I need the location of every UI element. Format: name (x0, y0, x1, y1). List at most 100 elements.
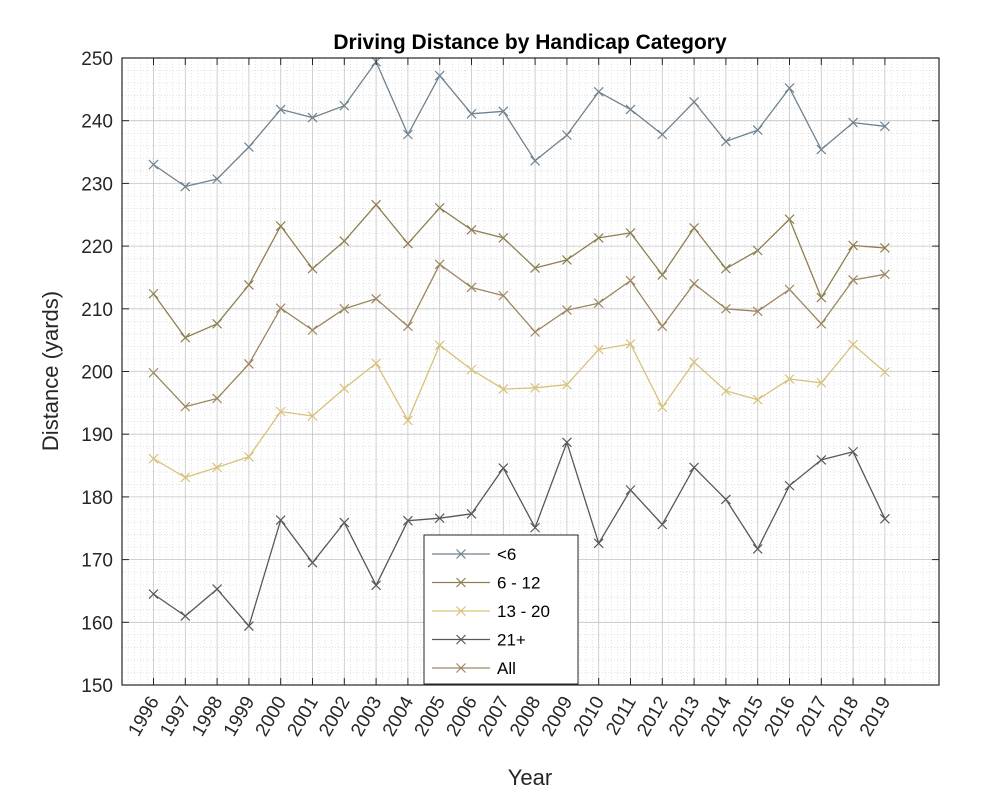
data-point-marker (275, 406, 286, 417)
data-point-marker (689, 96, 700, 107)
y-tick-label: 170 (81, 551, 113, 572)
data-point-marker (752, 306, 763, 317)
y-tick-label: 210 (81, 300, 113, 321)
data-point-marker (498, 290, 509, 301)
data-point-marker (530, 263, 541, 273)
data-point-marker (879, 367, 890, 378)
series-group (148, 56, 890, 192)
data-point-marker (434, 259, 445, 270)
data-point-marker (879, 121, 890, 132)
series-line (152, 204, 885, 339)
data-point-marker (243, 451, 254, 462)
data-point-marker (625, 275, 636, 286)
data-point-marker (339, 100, 350, 111)
series-line (153, 441, 886, 627)
data-point-marker (498, 384, 509, 394)
data-point-marker (657, 321, 668, 332)
legend-swatch-marker (456, 663, 466, 673)
y-tick-label: 150 (81, 676, 113, 697)
y-tick-label: 230 (81, 174, 113, 195)
data-point-marker (625, 104, 636, 115)
data-point-marker (148, 453, 159, 464)
data-point-marker (434, 340, 445, 351)
data-point-marker (275, 104, 286, 115)
data-point-marker (720, 386, 731, 396)
data-point-marker (148, 367, 159, 378)
data-point-marker (275, 221, 286, 231)
data-point-marker (434, 202, 445, 213)
data-point-marker (498, 463, 509, 473)
data-point-marker (625, 338, 636, 349)
data-point-marker (784, 214, 795, 225)
data-point-marker (816, 292, 827, 303)
data-point-marker (720, 136, 731, 147)
data-point-marker (657, 402, 668, 413)
y-tick-label: 220 (81, 237, 113, 258)
legend: <6 6 - 12 13 - 20 21+ All (423, 534, 579, 685)
data-point-marker (848, 117, 859, 128)
data-point-marker (879, 243, 890, 253)
data-point-marker (243, 280, 254, 290)
data-point-marker (593, 86, 604, 97)
y-tick-label: 160 (81, 613, 113, 634)
data-point-marker (402, 129, 413, 140)
legend-swatch-marker (456, 634, 466, 645)
data-point-marker (625, 485, 636, 495)
y-axis-label: Distance (yards) (38, 291, 63, 451)
data-point-marker (530, 327, 541, 337)
data-point-marker (816, 377, 827, 388)
data-point-marker (752, 125, 763, 136)
data-point-marker (212, 174, 223, 184)
data-point-marker (816, 454, 827, 465)
chart-title: Driving Distance by Handicap Category (333, 31, 727, 54)
data-point-marker (307, 112, 318, 123)
data-point-marker (879, 513, 890, 524)
series-line (153, 61, 885, 188)
data-point-marker (720, 494, 731, 505)
data-point-marker (720, 263, 731, 274)
legend-swatch-marker (456, 549, 466, 559)
data-point-marker (402, 238, 413, 249)
data-point-marker (466, 224, 477, 235)
data-point-marker (816, 144, 827, 155)
data-point-marker (212, 393, 223, 404)
data-point-marker (625, 228, 636, 238)
y-tick-label: 240 (81, 112, 113, 133)
data-point-marker (784, 284, 795, 295)
data-point-marker (689, 462, 700, 473)
data-point-marker (339, 517, 350, 528)
data-point-marker (371, 293, 382, 304)
data-point-marker (339, 236, 350, 247)
data-point-marker (275, 515, 286, 526)
data-point-marker (243, 359, 254, 369)
data-point-marker (180, 401, 191, 412)
data-point-marker (720, 303, 731, 314)
data-point-marker (561, 305, 572, 315)
data-point-marker (657, 519, 668, 530)
data-point-marker (307, 325, 318, 336)
data-point-marker (371, 199, 382, 210)
data-point-marker (402, 415, 413, 426)
data-point-marker (752, 394, 763, 405)
data-point-marker (593, 344, 604, 355)
data-point-marker (816, 318, 827, 329)
data-point-marker (180, 332, 191, 343)
data-point-marker (784, 480, 795, 491)
data-point-marker (689, 222, 700, 233)
data-point-marker (498, 106, 509, 117)
data-point-marker (593, 538, 604, 549)
data-point-marker (243, 142, 254, 152)
data-point-marker (848, 339, 859, 350)
data-point-marker (498, 233, 509, 243)
data-point-marker (148, 589, 159, 600)
series-group (148, 338, 890, 483)
data-point-marker (402, 515, 413, 526)
data-point-marker (339, 303, 350, 314)
data-point-marker (148, 159, 159, 170)
x-axis-label: Year (508, 765, 552, 790)
series-line (153, 263, 886, 408)
data-point-marker (657, 270, 668, 280)
data-point-marker (848, 446, 859, 457)
data-point-marker (339, 383, 350, 394)
